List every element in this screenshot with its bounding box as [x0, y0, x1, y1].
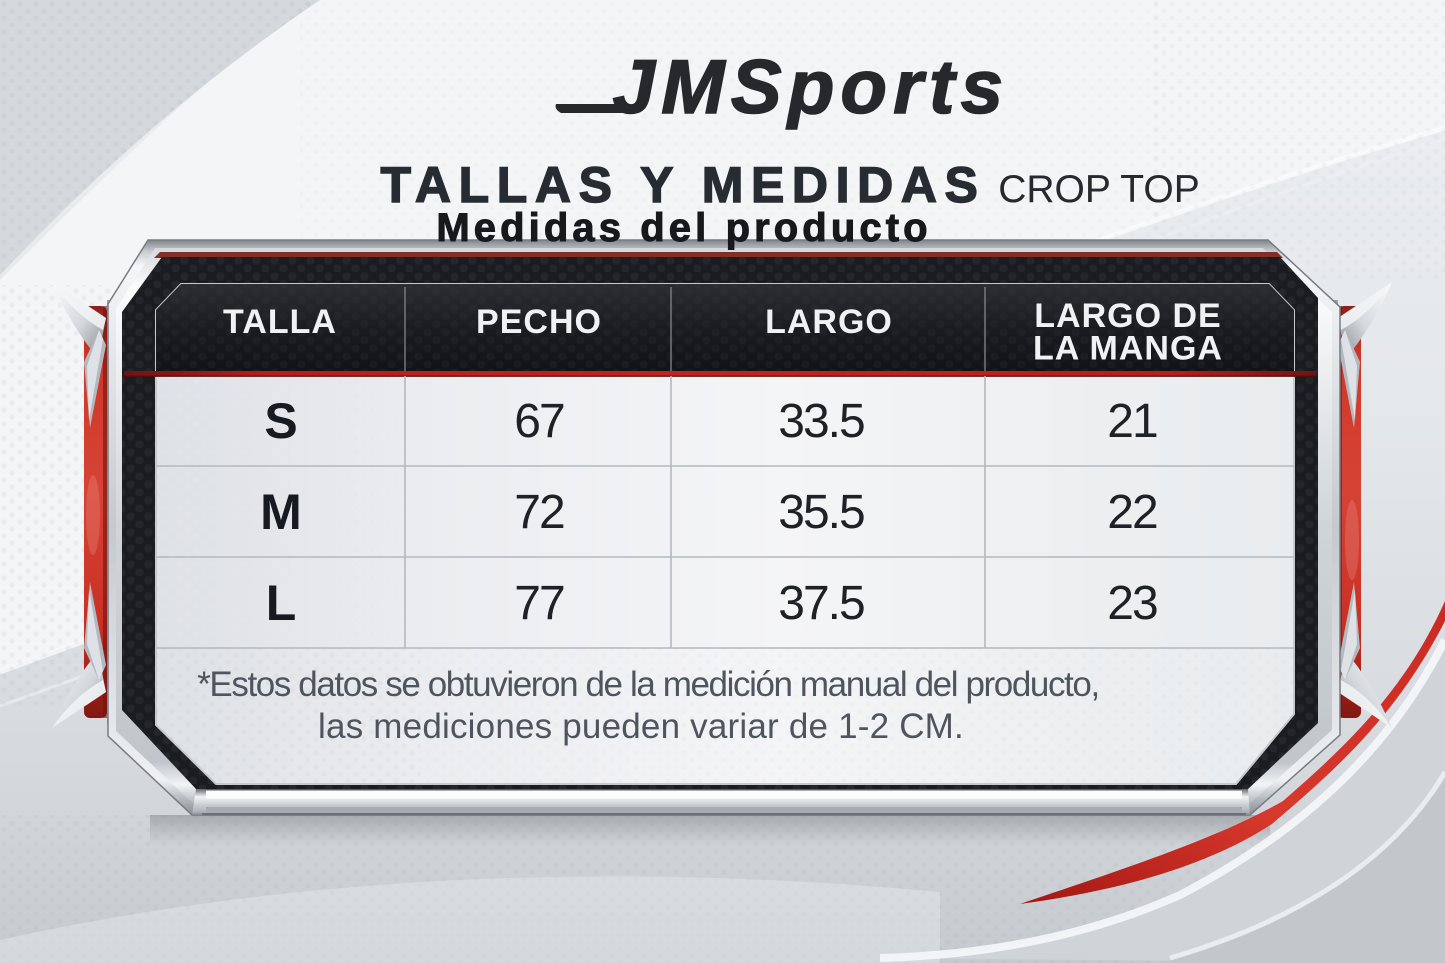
svg-text:TALLA: TALLA — [223, 303, 337, 341]
svg-text:TALLAS Y MEDIDAS: TALLAS Y MEDIDAS — [381, 157, 986, 213]
svg-text:L: L — [266, 575, 297, 631]
svg-text:JMSports: JMSports — [613, 45, 1010, 130]
svg-text:CROP TOP: CROP TOP — [998, 168, 1200, 211]
svg-text:23: 23 — [1107, 577, 1157, 630]
svg-text:21: 21 — [1107, 395, 1157, 448]
svg-text:22: 22 — [1107, 486, 1157, 539]
svg-text:LA MANGA: LA MANGA — [1033, 330, 1223, 368]
svg-text:37.5: 37.5 — [778, 577, 864, 630]
svg-text:PECHO: PECHO — [476, 303, 602, 341]
svg-text:72: 72 — [514, 486, 564, 539]
svg-text:S: S — [264, 393, 297, 449]
svg-text:las mediciones pueden variar d: las mediciones pueden variar de 1-2 CM. — [318, 707, 964, 746]
svg-text:M: M — [260, 484, 302, 540]
svg-text:LARGO DE: LARGO DE — [1034, 297, 1221, 335]
svg-text:*Estos datos se obtuvieron de: *Estos datos se obtuvieron de la medició… — [197, 665, 1099, 704]
svg-text:Medidas del producto: Medidas del producto — [436, 206, 931, 250]
svg-text:35.5: 35.5 — [778, 486, 864, 539]
svg-text:77: 77 — [514, 577, 564, 630]
svg-text:67: 67 — [514, 395, 564, 448]
svg-text:LARGO: LARGO — [765, 303, 893, 341]
svg-text:33.5: 33.5 — [778, 395, 864, 448]
